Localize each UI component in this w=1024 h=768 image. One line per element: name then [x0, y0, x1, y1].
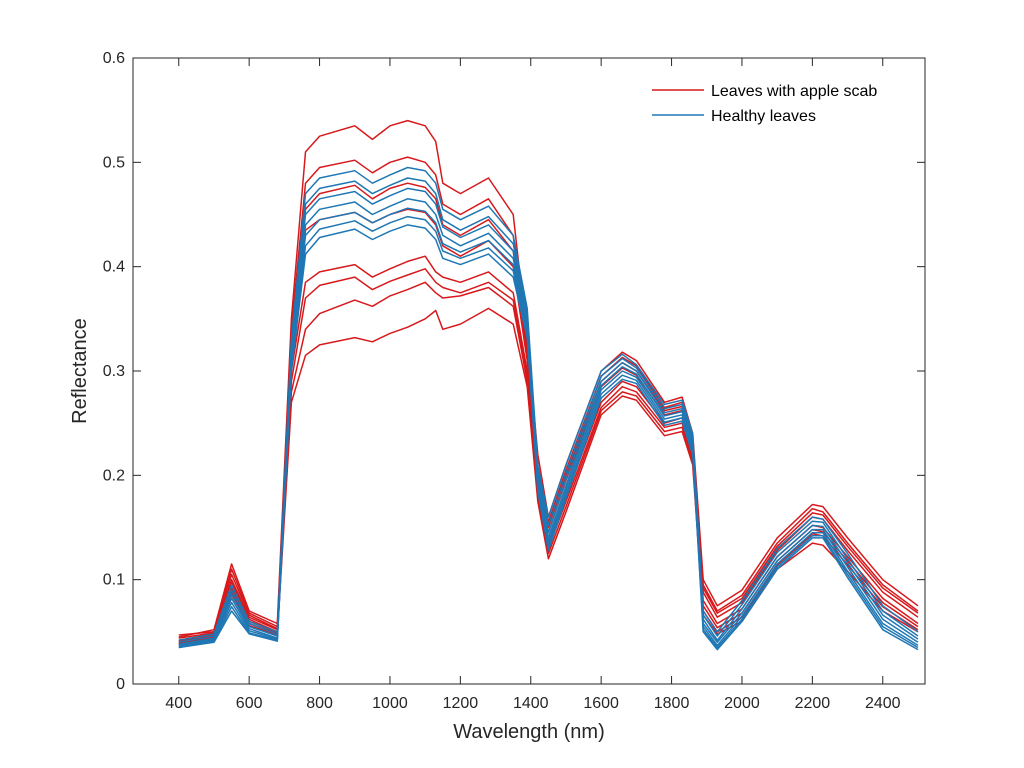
x-tick-label-3: 1000	[372, 695, 408, 712]
x-tick-label-8: 2000	[724, 695, 760, 712]
x-tick-label-6: 1600	[583, 695, 619, 712]
y-tick-label-6: 0.6	[103, 50, 125, 67]
y-tick-label-4: 0.4	[103, 259, 125, 276]
x-tick-label-9: 2200	[795, 695, 831, 712]
series-layer	[178, 119, 919, 651]
x-tick-label-4: 1200	[443, 695, 479, 712]
x-axis-title: Wavelength (nm)	[453, 721, 605, 743]
y-axis-title: Reflectance	[69, 318, 91, 424]
series-1-line-1	[178, 177, 919, 644]
series-1-line-4	[178, 207, 919, 648]
plot-area: 400 600 800 1000 1200 1400 1600 1800 2000 2200 240…	[103, 50, 926, 712]
series-1-line-2	[178, 187, 919, 646]
y-tick-label-5: 0.5	[103, 154, 125, 171]
y-tick-label-3: 0.3	[103, 363, 125, 380]
y-tick-label-1: 0.1	[103, 572, 125, 589]
series-1-line-3	[178, 198, 919, 647]
x-tick-label-7: 1800	[654, 695, 690, 712]
x-tick-label-1: 600	[236, 695, 263, 712]
legend-label-healthy: Healthy leaves	[711, 108, 816, 125]
legend: Leaves with apple scab Healthy leaves	[652, 83, 877, 125]
y-axis-ticks: 0 0.1 0.2 0.3 0.4 0.5 0.6	[103, 50, 925, 693]
y-tick-label-0: 0	[116, 676, 125, 693]
series-1-line-6	[178, 224, 919, 651]
y-tick-label-2: 0.2	[103, 467, 125, 484]
x-tick-label-10: 2400	[865, 695, 901, 712]
x-tick-label-2: 800	[306, 695, 333, 712]
series-1-line-0	[178, 166, 919, 641]
legend-label-scab: Leaves with apple scab	[711, 83, 877, 100]
x-tick-label-5: 1400	[513, 695, 549, 712]
series-1-line-5	[178, 215, 919, 649]
x-tick-label-0: 400	[165, 695, 192, 712]
x-axis-ticks: 400 600 800 1000 1200 1400 1600 1800 2000 2200 240…	[165, 58, 901, 712]
